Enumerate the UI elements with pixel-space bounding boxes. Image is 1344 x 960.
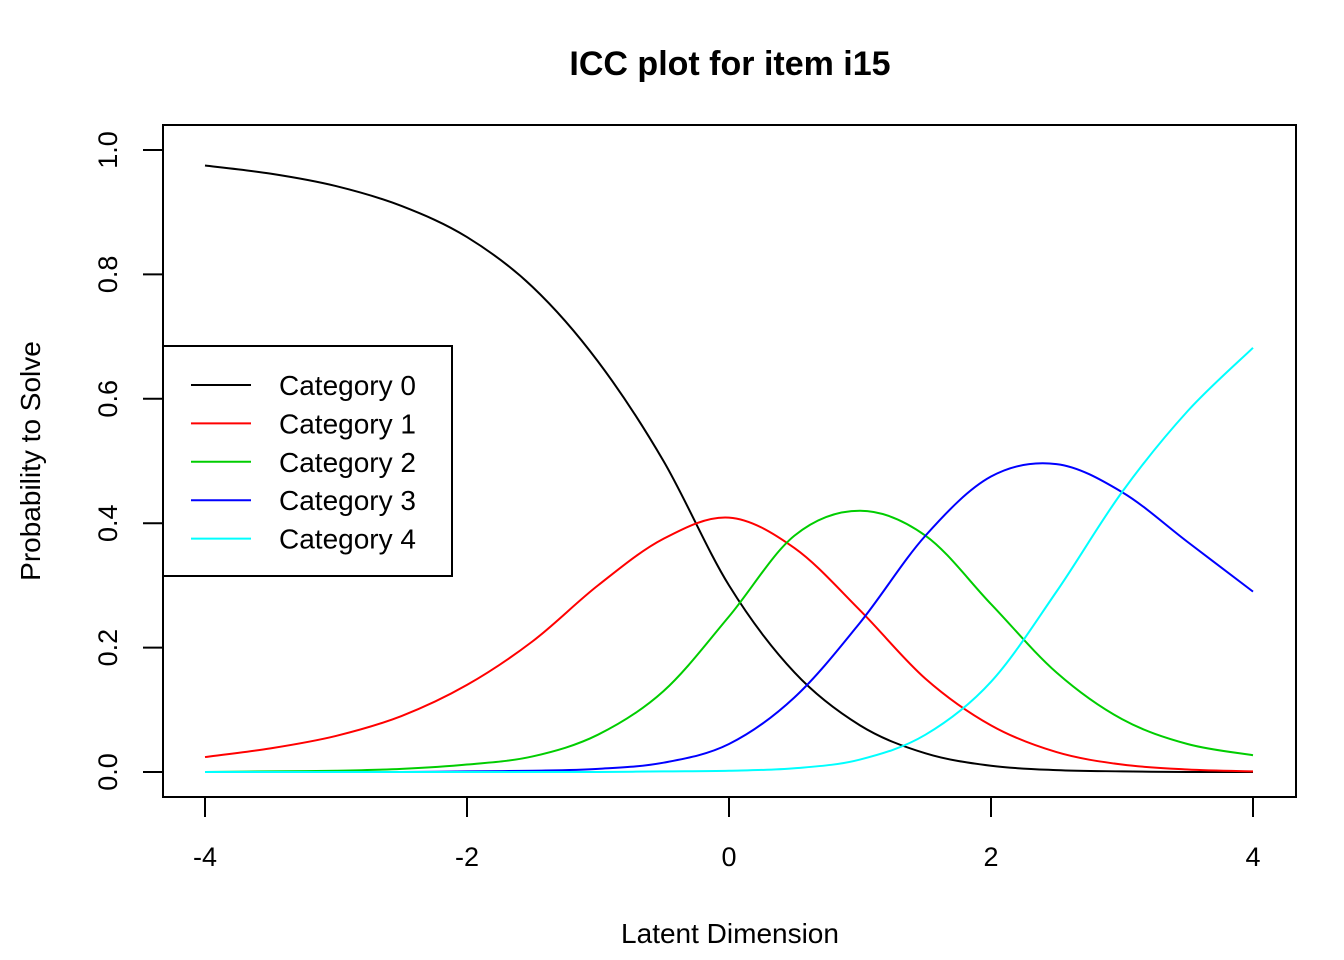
x-tick-label: -2 <box>455 842 479 872</box>
y-tick-label: 0.2 <box>93 629 123 667</box>
legend-label: Category 0 <box>279 370 416 401</box>
series-line-category-2 <box>204 509 1254 773</box>
legend-label: Category 3 <box>279 485 416 516</box>
x-tick-label: -4 <box>193 842 217 872</box>
series-line-category-0 <box>204 164 1254 774</box>
y-tick-label: 0.8 <box>93 256 123 294</box>
y-tick-label: 1.0 <box>93 131 123 169</box>
x-tick-label: 4 <box>1245 842 1260 872</box>
legend-label: Category 2 <box>279 447 416 478</box>
x-tick-label: 0 <box>721 842 736 872</box>
x-axis-label: Latent Dimension <box>621 918 839 949</box>
y-tick-label: 0.6 <box>93 380 123 418</box>
y-tick-label: 0.4 <box>93 504 123 542</box>
series-layer <box>204 164 1254 774</box>
y-axis-label: Probability to Solve <box>15 341 46 581</box>
legend-label: Category 1 <box>279 408 416 439</box>
series-line-category-1 <box>204 516 1254 773</box>
chart-title: ICC plot for item i15 <box>569 45 890 83</box>
x-axis: -4 -2 0 2 4 <box>193 796 1261 872</box>
series-line-category-4 <box>205 347 1254 774</box>
x-tick-label: 2 <box>983 842 998 872</box>
legend: Category 0 Category 1 Category 2 Category 3… <box>162 345 453 577</box>
y-axis: 0.0 0.2 0.4 0.6 0.8 1.0 <box>93 131 164 791</box>
y-tick-label: 0.0 <box>93 753 123 791</box>
legend-label: Category 4 <box>279 524 416 555</box>
